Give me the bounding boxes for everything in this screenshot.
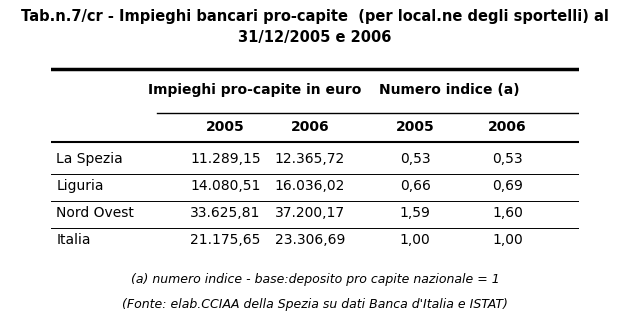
Text: 23.306,69: 23.306,69 [275,233,345,247]
Text: 37.200,17: 37.200,17 [275,206,345,220]
Text: Liguria: Liguria [57,179,104,193]
Text: 2005: 2005 [396,120,435,134]
Text: (a) numero indice - base:deposito pro capite nazionale = 1: (a) numero indice - base:deposito pro ca… [130,273,500,286]
Text: 12.365,72: 12.365,72 [275,152,345,166]
Text: 2005: 2005 [206,120,244,134]
Text: 33.625,81: 33.625,81 [190,206,260,220]
Text: 0,69: 0,69 [492,179,523,193]
Text: 14.080,51: 14.080,51 [190,179,260,193]
Text: 1,00: 1,00 [400,233,431,247]
Text: Italia: Italia [57,233,91,247]
Text: Impieghi pro-capite in euro: Impieghi pro-capite in euro [147,83,361,97]
Text: Tab.n.7/cr - Impieghi bancari pro-capite  (per local.ne degli sportelli) al: Tab.n.7/cr - Impieghi bancari pro-capite… [21,9,609,24]
Text: Nord Ovest: Nord Ovest [57,206,134,220]
Text: 0,53: 0,53 [400,152,430,166]
Text: 1,59: 1,59 [400,206,431,220]
Text: 11.289,15: 11.289,15 [190,152,261,166]
Text: 1,60: 1,60 [492,206,523,220]
Text: 2006: 2006 [290,120,329,134]
Text: 1,00: 1,00 [492,233,523,247]
Text: (Fonte: elab.CCIAA della Spezia su dati Banca d'Italia e ISTAT): (Fonte: elab.CCIAA della Spezia su dati … [122,298,508,311]
Text: La Spezia: La Spezia [57,152,123,166]
Text: 0,66: 0,66 [400,179,431,193]
Text: 2006: 2006 [488,120,527,134]
Text: 31/12/2005 e 2006: 31/12/2005 e 2006 [238,30,392,45]
Text: 0,53: 0,53 [492,152,523,166]
Text: 21.175,65: 21.175,65 [190,233,260,247]
Text: Numero indice (a): Numero indice (a) [379,83,520,97]
Text: 16.036,02: 16.036,02 [275,179,345,193]
